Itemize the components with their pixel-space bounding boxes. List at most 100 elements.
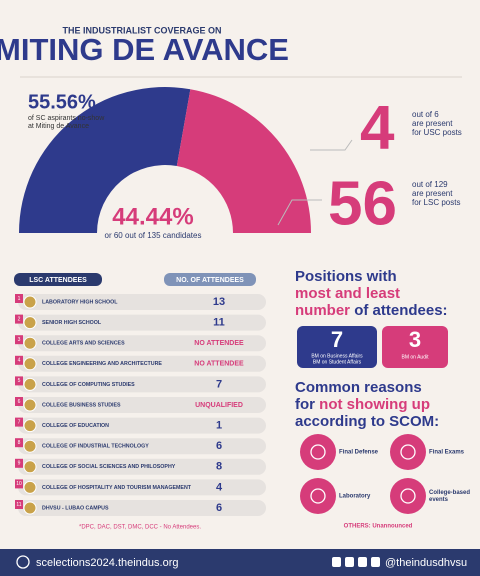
row-bg [18,500,266,516]
table-header: LSC ATTENDEES [29,277,87,284]
school: COLLEGE ARTS AND SCIENCES [42,341,125,347]
reasons-title: not showing up [319,396,430,413]
logo [23,439,37,453]
handle[interactable]: @theindusdhvsu [385,557,467,569]
reason-icon [390,478,426,514]
rank-badge [15,397,23,406]
rank-badge [15,294,23,303]
rank-badge [15,376,23,386]
logo [23,295,37,309]
rank-badge [15,438,23,448]
school: DHVSU - LUBAO CAMPUS [42,505,109,511]
usc-line: out of 6 [412,110,439,119]
reason-glyph [310,444,326,460]
positions-title: most and least [295,285,400,302]
reason-icon [390,434,426,470]
logo [23,419,37,433]
attendees: 6 [216,502,222,514]
connector [277,199,322,226]
positions-title: of attendees: [354,302,447,319]
card-line: BM on Student Affairs [313,359,362,365]
header-pill [14,273,102,286]
school: COLLEGE BUSINESS STUDIES [42,402,121,408]
rank: 2 [18,316,21,322]
logo [23,480,37,494]
logo [23,357,37,371]
attendees: 13 [213,296,225,308]
logo [23,501,37,515]
row-bg [18,438,266,455]
caption: at Miting de Avance [28,123,89,130]
gauge-segment [176,89,311,233]
attendees: NO ATTENDEE [194,361,244,368]
rank: 8 [18,440,21,446]
rank-badge [15,500,23,509]
footnote: *DPC, DAC, DST, DMC, DCC - No Attendees. [79,525,201,531]
rank: 5 [18,378,21,384]
lsc-count: 56 [328,169,397,238]
rank-badge [15,335,23,345]
attendees: 4 [216,481,223,493]
rank: 3 [18,337,21,343]
rank: 4 [18,358,21,364]
connector [310,139,353,151]
caption: of SC aspirants no-show [28,115,105,122]
social-icons [332,557,380,567]
school: COLLEGE OF HOSPITALITY AND TOURISM MANAG… [42,485,192,491]
row-bg [18,479,266,496]
rank-badge [15,458,23,468]
lsc-line: out of 129 [412,180,448,189]
rank-badge [15,479,23,489]
lsc-line: for LSC posts [412,198,460,207]
row-bg [18,335,266,352]
school: COLLEGE OF COMPUTING STUDIES [42,382,135,388]
lsc-line: are present [412,189,453,198]
card-line: BM on Audit [402,354,430,360]
school: COLLEGE OF SOCIAL SCIENCES AND PHILOSOPH… [42,464,176,470]
row-bg [18,376,266,393]
reason-label: Laboratory [339,494,371,500]
card-count: 3 [409,327,421,352]
school: COLLEGE OF EDUCATION [42,423,109,429]
reason-label: Final Exams [429,450,465,456]
reasons-title: for not showing up [295,396,430,413]
school: COLLEGE ENGINEERING AND ARCHITECTURE [42,361,162,367]
logo [23,398,37,412]
row-bg [18,314,266,331]
reason-glyph [310,488,326,504]
usc-count: 4 [360,93,395,162]
school: LABORATORY HIGH SCHOOL [42,299,118,305]
usc-line: are present [412,119,453,128]
school: COLLEGE OF INDUSTRIAL TECHNOLOGY [42,444,149,450]
rank: 6 [18,399,21,405]
attendees: 1 [216,420,222,432]
rank-badge [15,314,23,324]
row-bg [18,397,266,413]
position-card [297,326,377,368]
card-line: BM on Business Affairs [311,353,363,359]
logo [23,336,37,350]
kicker: THE INDUSTRIALIST COVERAGE ON [62,25,221,35]
row-bg [18,294,266,310]
caption: or 60 out of 135 candidates [105,231,202,240]
school: SENIOR HIGH SCHOOL [42,320,102,326]
positions-title: Positions with [295,268,397,285]
logo [23,460,37,474]
rank: 7 [18,419,21,425]
attendees: NO ATTENDEE [194,340,244,347]
logo [23,377,37,391]
others: OTHERS: Unannounced [344,524,413,530]
reasons-title: for [295,396,315,413]
reason-icon [300,434,336,470]
usc-line: for USC posts [412,128,462,137]
rank: 1 [18,296,21,302]
reasons-title: according to SCOM: [295,413,439,430]
reason-icon [300,478,336,514]
reason-label: Final Defense [339,450,379,456]
attendees: 6 [216,440,222,452]
reason-glyph [400,488,416,504]
gauge-segment [19,86,191,233]
website[interactable]: scelections2024.theindus.org [36,557,178,569]
reason-glyph [400,444,416,460]
